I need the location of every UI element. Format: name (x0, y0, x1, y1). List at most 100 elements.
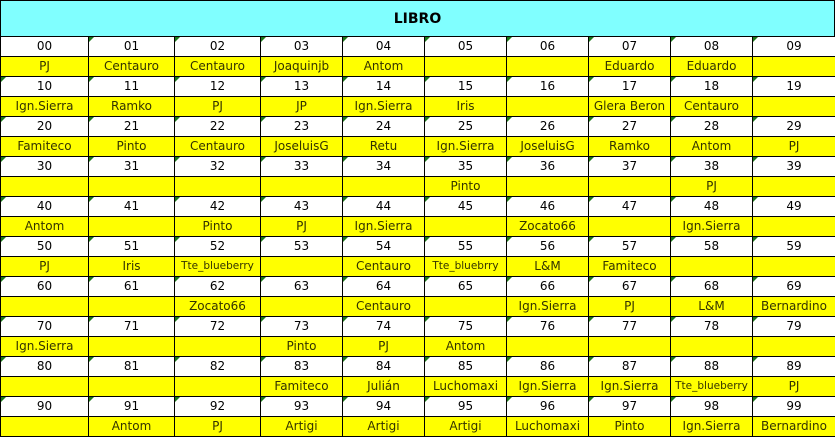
number-cell[interactable]: 11 (89, 77, 175, 97)
number-cell[interactable]: 61 (89, 277, 175, 297)
name-cell[interactable]: PJ (671, 177, 753, 197)
number-cell[interactable]: 08 (671, 37, 753, 57)
name-cell[interactable]: Tte_blueberry (175, 257, 261, 277)
name-cell[interactable] (425, 297, 507, 317)
number-cell[interactable]: 45 (425, 197, 507, 217)
number-cell[interactable]: 14 (343, 77, 425, 97)
name-cell[interactable]: Luchomaxi (425, 377, 507, 397)
name-cell[interactable] (753, 257, 835, 277)
name-cell[interactable]: Ramko (89, 97, 175, 117)
number-cell[interactable]: 64 (343, 277, 425, 297)
number-cell[interactable]: 63 (261, 277, 343, 297)
sheet-title-cell[interactable]: LIBRO (0, 0, 835, 37)
number-cell[interactable]: 41 (89, 197, 175, 217)
name-cell[interactable]: Ign.Sierra (1, 337, 89, 357)
number-cell[interactable]: 50 (1, 237, 89, 257)
number-cell[interactable]: 90 (1, 397, 89, 417)
number-cell[interactable]: 32 (175, 157, 261, 177)
name-cell[interactable]: Tte_blueberry (671, 377, 753, 397)
name-cell[interactable]: Pinto (261, 337, 343, 357)
name-cell[interactable] (343, 177, 425, 197)
name-cell[interactable]: Pinto (589, 417, 671, 437)
name-cell[interactable]: Artigi (425, 417, 507, 437)
name-cell[interactable] (89, 217, 175, 237)
number-cell[interactable]: 99 (753, 397, 835, 417)
number-cell[interactable]: 39 (753, 157, 835, 177)
name-cell[interactable]: JP (261, 97, 343, 117)
number-cell[interactable]: 02 (175, 37, 261, 57)
name-cell[interactable]: Antom (425, 337, 507, 357)
name-cell[interactable] (1, 297, 89, 317)
name-cell[interactable]: Eduardo (671, 57, 753, 77)
number-cell[interactable]: 07 (589, 37, 671, 57)
number-cell[interactable]: 03 (261, 37, 343, 57)
number-cell[interactable]: 15 (425, 77, 507, 97)
name-cell[interactable]: Antom (1, 217, 89, 237)
name-cell[interactable]: Famiteco (261, 377, 343, 397)
number-cell[interactable]: 49 (753, 197, 835, 217)
name-cell[interactable]: L&M (507, 257, 589, 277)
name-cell[interactable]: PJ (589, 297, 671, 317)
number-cell[interactable]: 84 (343, 357, 425, 377)
number-cell[interactable]: 38 (671, 157, 753, 177)
number-cell[interactable]: 18 (671, 77, 753, 97)
name-cell[interactable]: JoseluisG (507, 137, 589, 157)
number-cell[interactable]: 04 (343, 37, 425, 57)
number-cell[interactable]: 34 (343, 157, 425, 177)
number-cell[interactable]: 62 (175, 277, 261, 297)
name-cell[interactable] (175, 337, 261, 357)
name-cell[interactable]: PJ (1, 257, 89, 277)
name-cell[interactable]: PJ (175, 417, 261, 437)
name-cell[interactable]: L&M (671, 297, 753, 317)
number-cell[interactable]: 75 (425, 317, 507, 337)
number-cell[interactable]: 96 (507, 397, 589, 417)
number-cell[interactable]: 23 (261, 117, 343, 137)
name-cell[interactable]: Antom (89, 417, 175, 437)
number-cell[interactable]: 77 (589, 317, 671, 337)
number-cell[interactable]: 81 (89, 357, 175, 377)
number-cell[interactable]: 80 (1, 357, 89, 377)
name-cell[interactable]: Zocato66 (175, 297, 261, 317)
name-cell[interactable]: PJ (343, 337, 425, 357)
name-cell[interactable]: Artigi (261, 417, 343, 437)
number-cell[interactable]: 28 (671, 117, 753, 137)
name-cell[interactable] (589, 337, 671, 357)
name-cell[interactable] (1, 377, 89, 397)
name-cell[interactable] (425, 57, 507, 77)
name-cell[interactable]: Centauro (89, 57, 175, 77)
number-cell[interactable]: 37 (589, 157, 671, 177)
number-cell[interactable]: 79 (753, 317, 835, 337)
number-cell[interactable]: 71 (89, 317, 175, 337)
name-cell[interactable]: Ign.Sierra (589, 377, 671, 397)
number-cell[interactable]: 78 (671, 317, 753, 337)
name-cell[interactable]: Antom (671, 137, 753, 157)
number-cell[interactable]: 67 (589, 277, 671, 297)
number-cell[interactable]: 42 (175, 197, 261, 217)
number-cell[interactable]: 33 (261, 157, 343, 177)
name-cell[interactable]: Artigi (343, 417, 425, 437)
number-cell[interactable]: 00 (1, 37, 89, 57)
number-cell[interactable]: 94 (343, 397, 425, 417)
name-cell[interactable]: PJ (1, 57, 89, 77)
number-cell[interactable]: 52 (175, 237, 261, 257)
number-cell[interactable]: 98 (671, 397, 753, 417)
number-cell[interactable]: 57 (589, 237, 671, 257)
name-cell[interactable]: Retu (343, 137, 425, 157)
name-cell[interactable]: Ign.Sierra (507, 377, 589, 397)
name-cell[interactable]: Centauro (343, 257, 425, 277)
number-cell[interactable]: 85 (425, 357, 507, 377)
name-cell[interactable] (507, 97, 589, 117)
name-cell[interactable]: Eduardo (589, 57, 671, 77)
name-cell[interactable] (671, 257, 753, 277)
name-cell[interactable] (671, 337, 753, 357)
number-cell[interactable]: 83 (261, 357, 343, 377)
number-cell[interactable]: 91 (89, 397, 175, 417)
number-cell[interactable]: 87 (589, 357, 671, 377)
number-cell[interactable]: 92 (175, 397, 261, 417)
number-cell[interactable]: 27 (589, 117, 671, 137)
number-cell[interactable]: 93 (261, 397, 343, 417)
name-cell[interactable]: Ign.Sierra (1, 97, 89, 117)
name-cell[interactable] (261, 297, 343, 317)
name-cell[interactable]: PJ (261, 217, 343, 237)
name-cell[interactable]: Julián (343, 377, 425, 397)
